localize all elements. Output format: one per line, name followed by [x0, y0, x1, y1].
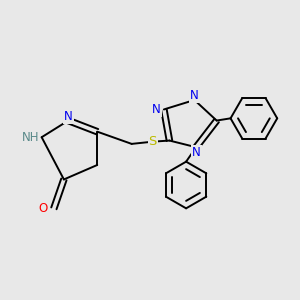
- Text: N: N: [192, 146, 200, 159]
- Text: S: S: [148, 135, 157, 148]
- Text: O: O: [38, 202, 47, 215]
- Text: N: N: [190, 89, 199, 102]
- Text: N: N: [152, 103, 161, 116]
- Text: NH: NH: [21, 131, 39, 144]
- Text: N: N: [64, 110, 73, 123]
